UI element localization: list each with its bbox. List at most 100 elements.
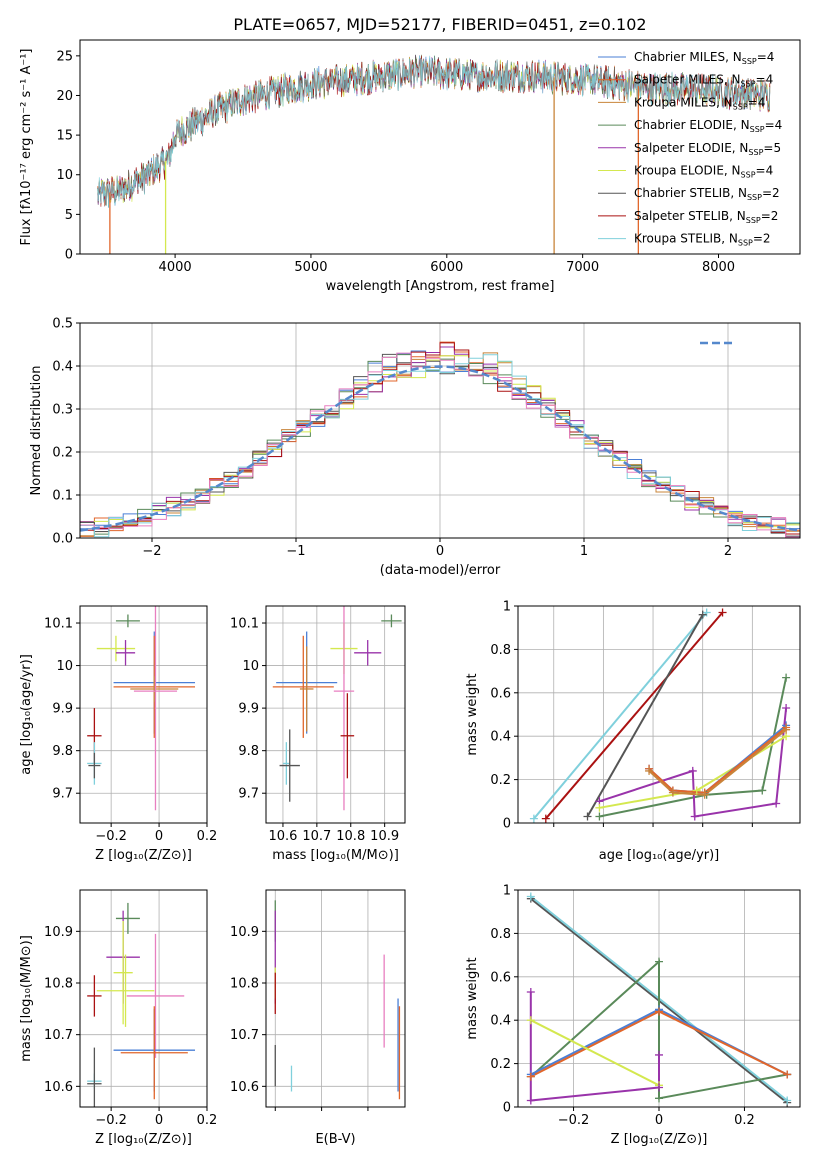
y-tick-label: 10.8 — [44, 977, 73, 992]
errorbar-point — [381, 614, 402, 628]
chart-age-Z: −0.2 0 0.2 9.7 9.8 9.9 10 10.1 Z [log₁₀(Z/Z⊙)] ag… — [19, 605, 218, 863]
weight-point-marker — [655, 957, 663, 966]
y-tick-label: 0.2 — [490, 773, 511, 788]
x-tick-label: 10.8 — [336, 829, 365, 844]
y-tick-label: 15 — [56, 129, 73, 144]
weight-series-line — [545, 611, 724, 820]
legend-sub: SSP — [742, 57, 757, 66]
weight-series-line — [648, 728, 787, 796]
legend-label: Kroupa STELIB, N — [634, 232, 738, 246]
weight-point-marker — [655, 1007, 663, 1016]
legend-sub: SSP — [746, 216, 761, 225]
x-tick-label: 4000 — [159, 260, 192, 275]
weight-point-marker — [526, 1016, 535, 1025]
x-axis-label: E(B-V) — [315, 1132, 355, 1147]
x-axis-label: wavelength [Angstrom, rest frame] — [326, 279, 555, 294]
legend-entry: Kroupa STELIB, NSSP=2 — [634, 232, 771, 248]
y-axis-label: Normed distribution — [29, 366, 44, 496]
y-axis-label: mass weight — [465, 957, 480, 1039]
plot-area — [97, 54, 771, 254]
weight-point-marker — [772, 799, 781, 808]
y-tick-label: 9.7 — [52, 787, 73, 802]
chart-mass-Z: −0.2 0 0.2 10.6 10.7 10.8 10.9 Z [log₁₀(Z/Z⊙)] m… — [19, 889, 218, 1147]
weight-point-marker — [688, 766, 697, 775]
y-tick-label: 25 — [56, 49, 73, 64]
y-tick-label: 10.7 — [44, 1028, 73, 1043]
legend-label: Chabrier ELODIE, N — [634, 118, 750, 132]
axes-frame — [265, 889, 406, 1108]
weight-point-marker — [645, 766, 654, 775]
legend-sub: SSP — [747, 193, 762, 202]
weight-point-marker — [782, 703, 791, 712]
errorbar-point — [115, 640, 136, 666]
errorbar-point — [126, 933, 185, 1058]
chart-residuals: −2 −1 0 1 2 0.0 0.1 0.2 0.3 0.4 0.5 (data-model)/er… — [29, 317, 801, 578]
weight-point-marker — [655, 1050, 663, 1059]
x-tick-label: 5000 — [294, 260, 327, 275]
grid — [80, 606, 208, 823]
weight-point-marker — [529, 814, 538, 823]
chart-age-mass: 10.6 10.7 10.8 10.9 9.7 9.8 9.9 10 10.1 mass [log… — [230, 605, 406, 863]
y-tick-label: 0 — [503, 817, 511, 832]
weight-point-marker — [526, 1096, 535, 1105]
weight-series-line — [586, 614, 704, 817]
x-axis-label: Z [log₁₀(Z/Z⊙)] — [611, 1132, 708, 1147]
y-tick-label: 0.4 — [490, 730, 511, 745]
errorbar-point — [87, 975, 102, 1017]
legend-sub: SSP — [733, 102, 748, 111]
x-tick-label: 0 — [436, 544, 444, 559]
y-tick-label: 1 — [503, 600, 511, 615]
legend-sub: SSP — [741, 80, 756, 89]
x-tick-label: 0.2 — [197, 829, 218, 844]
x-tick-label: −0.2 — [95, 1113, 127, 1128]
legend-suffix: =2 — [761, 209, 779, 223]
weight-point-marker — [782, 673, 791, 682]
y-tick-label: 10 — [56, 168, 73, 183]
weight-series-line — [530, 959, 788, 1100]
x-tick-label: 10.6 — [268, 829, 297, 844]
plot-area — [272, 606, 402, 811]
errorbar-point — [87, 1047, 102, 1107]
x-tick-label: −1 — [286, 544, 305, 559]
legend-suffix: =5 — [763, 141, 781, 155]
x-tick-label: 6000 — [430, 260, 463, 275]
legend-sub: SSP — [741, 171, 756, 180]
errorbar-point — [120, 1006, 188, 1100]
weight-point-marker — [668, 788, 677, 797]
legend-suffix: =4 — [765, 118, 783, 132]
errorbar-point — [279, 729, 300, 802]
y-tick-label: 0.5 — [52, 317, 73, 332]
x-tick-label: 10.7 — [302, 829, 331, 844]
y-tick-label: 0.1 — [52, 489, 73, 504]
x-tick-label: 0.2 — [197, 1113, 218, 1128]
y-tick-label: 10.7 — [230, 1028, 259, 1043]
plot-area — [274, 900, 401, 1100]
legend-sub: SSP — [750, 125, 765, 134]
x-axis-label: Z [log₁₀(Z/Z⊙)] — [95, 1132, 192, 1147]
y-tick-label: 0.4 — [52, 360, 73, 375]
errorbar-point — [340, 693, 355, 779]
errorbar-point — [299, 646, 314, 732]
x-tick-label: 1 — [580, 544, 588, 559]
legend-entry: Kroupa ELODIE, NSSP=4 — [634, 164, 773, 180]
x-tick-label: 10.9 — [370, 829, 399, 844]
y-tick-label: 0.8 — [490, 927, 511, 942]
grid — [266, 606, 405, 823]
y-tick-label: 0.6 — [490, 970, 511, 985]
x-axis-label: Z [log₁₀(Z/Z⊙)] — [95, 848, 192, 863]
weight-point-marker — [698, 610, 707, 619]
x-axis-label: mass [log₁₀(M/M⊙)] — [272, 848, 399, 863]
weight-point-marker — [783, 1096, 792, 1105]
y-tick-label: 10.1 — [44, 617, 73, 632]
x-axis-label: age [log₁₀(age/yr)] — [599, 848, 720, 863]
y-axis-label: mass weight — [465, 673, 480, 755]
legend-label: Chabrier STELIB, N — [634, 186, 747, 200]
y-tick-label: 10.6 — [230, 1080, 259, 1095]
weight-point-marker — [692, 786, 701, 795]
x-tick-label: 0 — [655, 1113, 663, 1128]
plot-area — [87, 606, 196, 811]
y-tick-label: 20 — [56, 89, 73, 104]
legend-label: Salpeter ELODIE, N — [634, 141, 748, 155]
weight-point-marker — [655, 1083, 663, 1092]
